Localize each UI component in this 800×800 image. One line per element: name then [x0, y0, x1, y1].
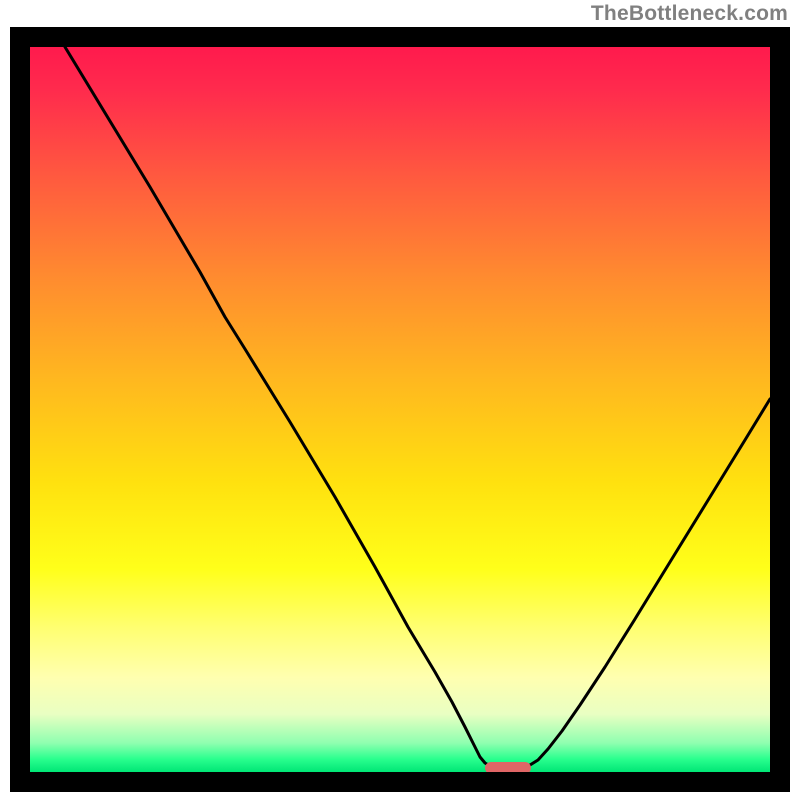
watermark-text: TheBottleneck.com [591, 2, 788, 26]
bottleneck-marker [485, 762, 531, 772]
plot-svg [30, 47, 770, 772]
plot-area [30, 47, 770, 772]
gradient-background [30, 47, 770, 772]
page-root: TheBottleneck.com [0, 0, 800, 800]
